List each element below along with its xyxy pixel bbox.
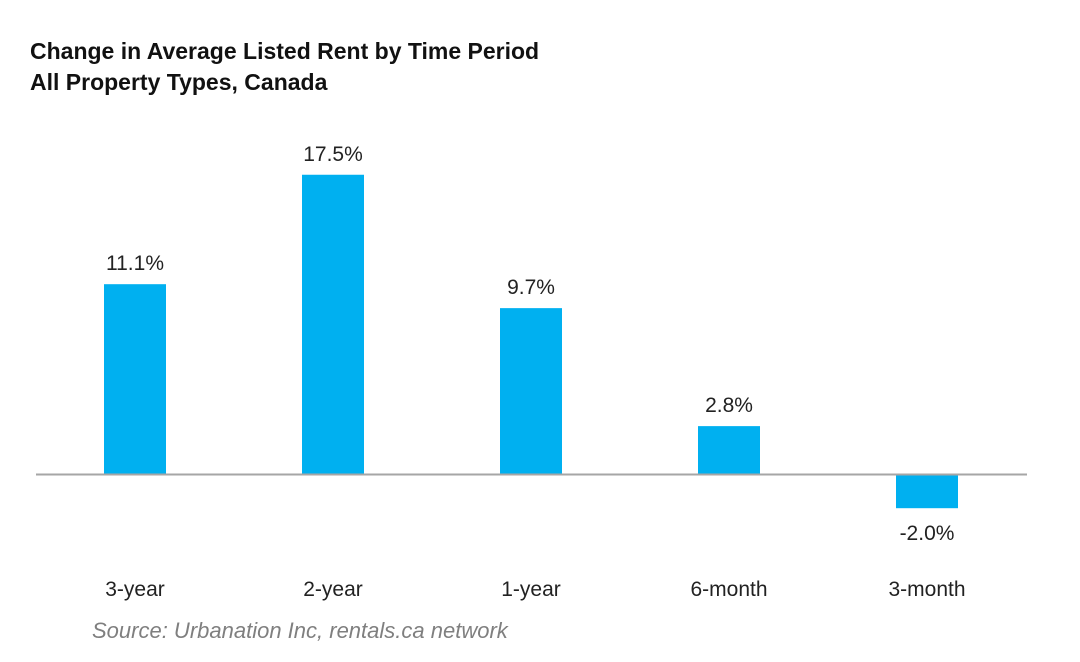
category-label-3-month: 3-month [888,578,965,601]
bar-1-year [500,308,562,474]
bar-6-month [698,426,760,474]
chart-title-block: Change in Average Listed Rent by Time Pe… [30,36,539,98]
bar-3-month [896,474,958,509]
bar-2-year [302,174,364,474]
data-label-2-year: 17.5% [303,143,363,166]
bar-3-year [104,284,166,474]
category-label-6-month: 6-month [690,578,767,601]
data-label-3-month: -2.0% [900,522,955,545]
category-label-1-year: 1-year [501,578,561,601]
chart-subtitle: All Property Types, Canada [30,69,328,95]
data-label-6-month: 2.8% [705,394,753,417]
chart-title: Change in Average Listed Rent by Time Pe… [30,38,540,64]
category-label-3-year: 3-year [105,578,165,601]
data-label-1-year: 9.7% [507,276,555,299]
category-label-2-year: 2-year [303,578,363,601]
data-label-3-year: 11.1% [106,252,164,275]
source-note: Source: Urbanation Inc, rentals.ca netwo… [92,618,508,643]
